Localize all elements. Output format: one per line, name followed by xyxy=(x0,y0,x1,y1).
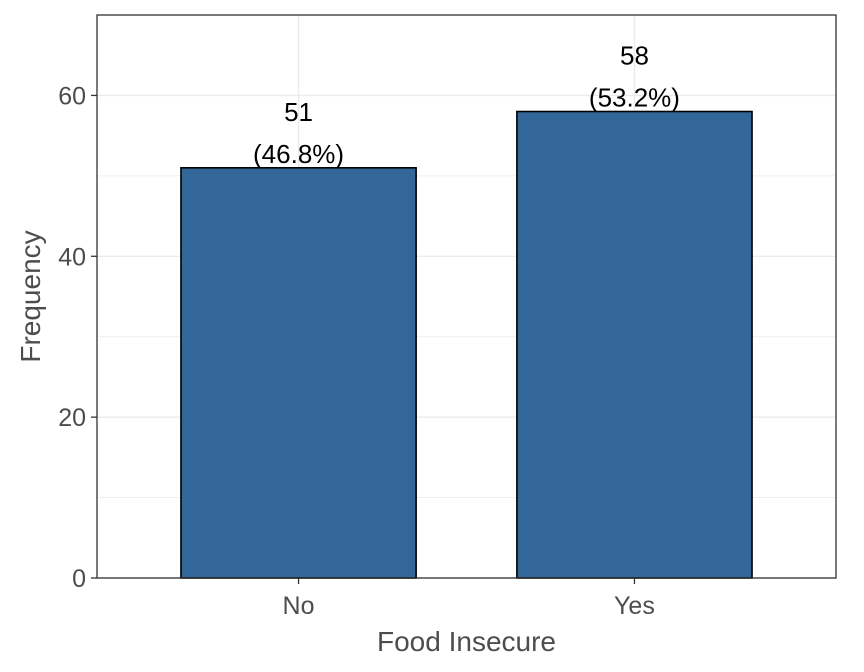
data-label-count: 58 xyxy=(620,41,649,71)
y-tick-label: 60 xyxy=(58,82,86,110)
data-label-percent: (53.2%) xyxy=(589,83,680,113)
data-label-count: 51 xyxy=(284,97,313,127)
y-tick-label: 40 xyxy=(58,243,86,271)
x-axis: No Yes xyxy=(283,578,655,620)
bars xyxy=(180,110,753,579)
bar-no xyxy=(180,167,417,579)
x-axis-title: Food Insecure xyxy=(377,626,556,657)
x-tick-label: Yes xyxy=(614,592,655,620)
y-tick-label: 20 xyxy=(58,404,86,432)
data-labels: 51 (46.8%) 58 (53.2%) xyxy=(253,41,680,169)
x-tick-label: No xyxy=(283,592,315,620)
panel-border xyxy=(96,14,837,579)
y-axis-title: Frequency xyxy=(15,230,46,362)
y-tick-label: 0 xyxy=(72,565,86,593)
data-label-percent: (46.8%) xyxy=(253,139,344,169)
y-axis: 0 20 40 60 xyxy=(58,82,97,593)
bar-yes xyxy=(516,110,753,579)
